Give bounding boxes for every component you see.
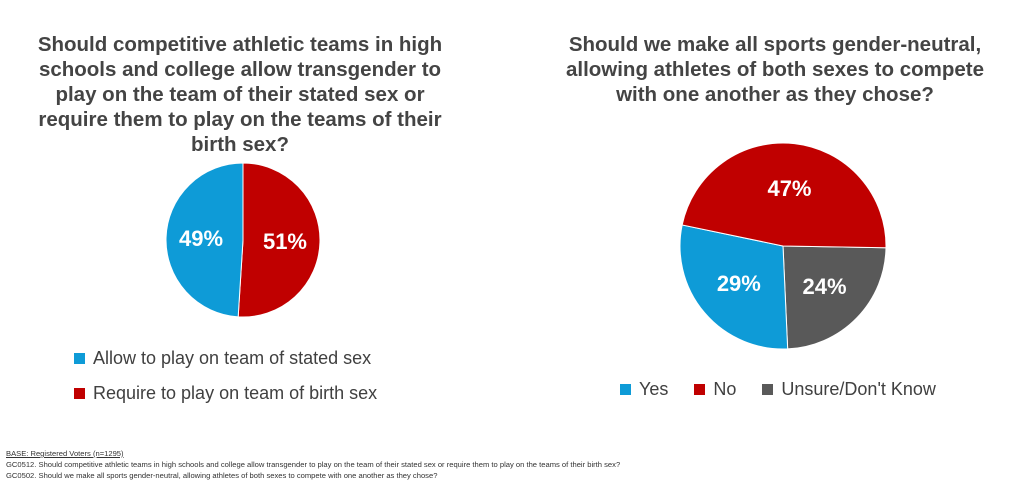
legend-label-require: Require to play on team of birth sex xyxy=(93,383,378,403)
left-chart-title: Should competitive athletic teams in hig… xyxy=(37,33,443,156)
legend-swatch-yes xyxy=(620,383,631,395)
pie1-label-1: 29% xyxy=(717,271,761,296)
legend-item-unsure: Unsure/Don't Know xyxy=(762,377,936,401)
pie1-label-0: 24% xyxy=(803,274,847,299)
footer-note-1: GC0512. Should competitive athletic team… xyxy=(6,460,621,469)
pie0-label-1: 49% xyxy=(179,226,223,251)
left-pie-chart: 51% 49% xyxy=(165,162,321,318)
pie1-slice-0 xyxy=(782,245,887,350)
legend-label-yes: Yes xyxy=(639,379,669,399)
pie0-slice-0 xyxy=(237,162,321,318)
legend-swatch-require xyxy=(74,387,85,399)
legend-item-no: No xyxy=(694,377,736,401)
pie1-slice-1 xyxy=(679,224,789,350)
legend-swatch-no xyxy=(694,383,706,395)
legend-swatch-allow xyxy=(74,352,85,364)
legend-label-unsure: Unsure/Don't Know xyxy=(781,379,936,399)
right-pie-chart: 24% 29% 47% xyxy=(679,142,887,350)
legend-label-allow: Allow to play on team of stated sex xyxy=(93,348,372,368)
legend-item-allow: Allow to play on team of stated sex xyxy=(74,346,377,370)
pie1-label-2: 47% xyxy=(767,176,811,201)
pie1-slice-2 xyxy=(681,142,887,249)
footer-notes: BASE: Registered Voters (n=1295) GC0512.… xyxy=(6,448,620,481)
right-chart-legend: Yes No Unsure/Don't Know xyxy=(620,377,962,401)
footer-note-2: GC0502. Should we make all sports gender… xyxy=(6,471,438,480)
legend-item-require: Require to play on team of birth sex xyxy=(74,381,377,405)
footer-base: BASE: Registered Voters (n=1295) xyxy=(6,449,124,458)
legend-item-yes: Yes xyxy=(620,377,668,401)
pie0-label-0: 51% xyxy=(263,229,307,254)
left-chart-legend: Allow to play on team of stated sex Requ… xyxy=(74,346,377,416)
legend-label-no: No xyxy=(713,379,737,399)
legend-swatch-unsure xyxy=(762,383,774,395)
right-chart-title: Should we make all sports gender-neutral… xyxy=(565,33,985,106)
pie0-slice-1 xyxy=(165,162,244,318)
